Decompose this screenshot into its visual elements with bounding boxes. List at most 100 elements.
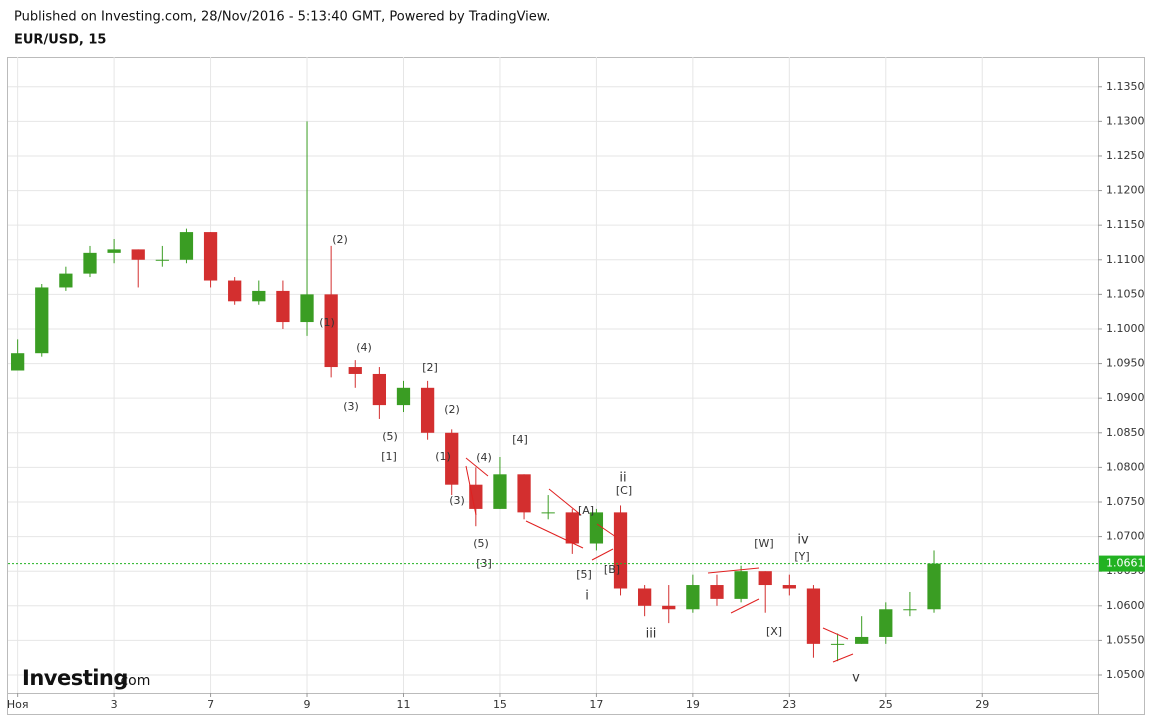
x-tick-label: 9 bbox=[304, 698, 311, 711]
candle-body bbox=[107, 249, 121, 253]
y-tick-label: 1.0700 bbox=[1106, 530, 1145, 543]
candle-body bbox=[493, 474, 507, 509]
last-price-box bbox=[1099, 555, 1145, 572]
wave-label: [W] bbox=[754, 537, 773, 550]
y-tick-label: 1.0500 bbox=[1106, 668, 1145, 681]
y-tick-label: 1.0950 bbox=[1106, 357, 1145, 370]
candle-body bbox=[228, 280, 242, 302]
candle-body bbox=[324, 294, 338, 368]
wave-label: (3) bbox=[343, 400, 359, 413]
trendline bbox=[596, 523, 617, 538]
candle-body bbox=[879, 609, 893, 637]
candle-body bbox=[589, 512, 604, 544]
y-tick-label: 1.1300 bbox=[1106, 114, 1145, 127]
x-tick-label: 17 bbox=[589, 698, 603, 711]
y-tick-label: 1.0550 bbox=[1106, 633, 1145, 646]
published-note: Published on Investing.com, 28/Nov/2016 … bbox=[14, 10, 550, 25]
wave-label: (5) bbox=[473, 537, 489, 550]
x-tick-label: 15 bbox=[493, 698, 507, 711]
wave-label: (2) bbox=[332, 233, 348, 246]
wave-label: i bbox=[585, 589, 589, 604]
candle-body bbox=[252, 290, 266, 302]
candle-body bbox=[276, 290, 290, 323]
wave-label: [4] bbox=[512, 433, 528, 446]
candle-body bbox=[734, 571, 748, 599]
candle-body bbox=[300, 294, 314, 323]
wave-label: (1) bbox=[435, 450, 451, 463]
candle-body bbox=[541, 512, 555, 514]
y-tick-label: 1.1050 bbox=[1106, 287, 1145, 300]
y-tick-label: 1.1150 bbox=[1106, 218, 1145, 231]
candle-body bbox=[903, 609, 917, 611]
wave-label: (2) bbox=[444, 403, 460, 416]
candles bbox=[11, 121, 941, 662]
x-tick-label: 23 bbox=[782, 698, 796, 711]
candle-body bbox=[710, 585, 724, 599]
annotations: (2) (1) (4) (3) (5) [1] [2] (2) (1) (4) (3) [4] (5) [… bbox=[319, 233, 860, 686]
candle-body bbox=[927, 563, 941, 610]
chart-frame bbox=[7, 57, 1145, 715]
wave-label: [5] bbox=[576, 568, 592, 581]
x-tick-label: 19 bbox=[686, 698, 700, 711]
y-tick-label: 1.0900 bbox=[1106, 391, 1145, 404]
candle-body bbox=[445, 432, 459, 485]
wave-label: v bbox=[852, 671, 860, 686]
wave-label: iii bbox=[646, 627, 657, 642]
candle-body bbox=[855, 636, 869, 644]
wave-label: [B] bbox=[604, 563, 620, 576]
last-price-label: 1.0661 bbox=[1106, 557, 1145, 570]
trendline bbox=[707, 567, 760, 574]
candle-body bbox=[35, 287, 49, 354]
wave-label: [A] bbox=[578, 504, 594, 517]
symbol: EUR/USD, 15 bbox=[14, 33, 106, 48]
trendline bbox=[591, 548, 614, 561]
logo-brand: Investing bbox=[22, 666, 128, 690]
trendline bbox=[822, 627, 849, 640]
candle-body bbox=[59, 273, 73, 288]
candle-body bbox=[565, 512, 579, 544]
candle-body bbox=[372, 373, 387, 406]
candle-body bbox=[420, 387, 435, 433]
y-tick-label: 1.0850 bbox=[1106, 426, 1145, 439]
wave-label: iv bbox=[797, 533, 809, 548]
x-tick-label: 25 bbox=[879, 698, 893, 711]
trendline bbox=[548, 488, 582, 516]
wave-label: (4) bbox=[356, 341, 372, 354]
candle-body bbox=[396, 387, 411, 406]
candle-body bbox=[613, 512, 628, 589]
y-tick-label: 1.1000 bbox=[1106, 322, 1145, 335]
y-tick-label: 1.0800 bbox=[1106, 460, 1145, 473]
candle-body bbox=[662, 605, 676, 610]
candle-body bbox=[11, 353, 25, 371]
candle-body bbox=[806, 588, 821, 644]
candle-body bbox=[469, 484, 483, 509]
x-tick-label: 29 bbox=[975, 698, 989, 711]
wave-label: (3) bbox=[449, 494, 465, 507]
trendline bbox=[832, 653, 854, 663]
trendline bbox=[465, 465, 477, 516]
trendline bbox=[525, 520, 584, 549]
x-tick-label: 7 bbox=[207, 698, 214, 711]
candle-body bbox=[758, 571, 772, 586]
wave-label: (5) bbox=[382, 430, 398, 443]
candle-body bbox=[782, 585, 796, 589]
candle-body bbox=[517, 474, 531, 513]
wave-label: (4) bbox=[476, 451, 492, 464]
trendline bbox=[465, 457, 489, 477]
candle-body bbox=[348, 367, 362, 374]
candle-body bbox=[131, 249, 145, 260]
wave-label: [C] bbox=[616, 484, 632, 497]
candle-body bbox=[203, 232, 218, 281]
wave-label: ii bbox=[619, 471, 626, 486]
x-tick-label: 11 bbox=[396, 698, 410, 711]
trendline bbox=[730, 598, 760, 614]
candle-body bbox=[686, 585, 700, 610]
y-tick-label: 1.0750 bbox=[1106, 495, 1145, 508]
y-tick-label: 1.0600 bbox=[1106, 599, 1145, 612]
x-tick-label: Ноя bbox=[7, 698, 29, 711]
trendlines bbox=[465, 457, 854, 663]
candle-body bbox=[830, 643, 845, 645]
x-tick-label: 3 bbox=[111, 698, 118, 711]
